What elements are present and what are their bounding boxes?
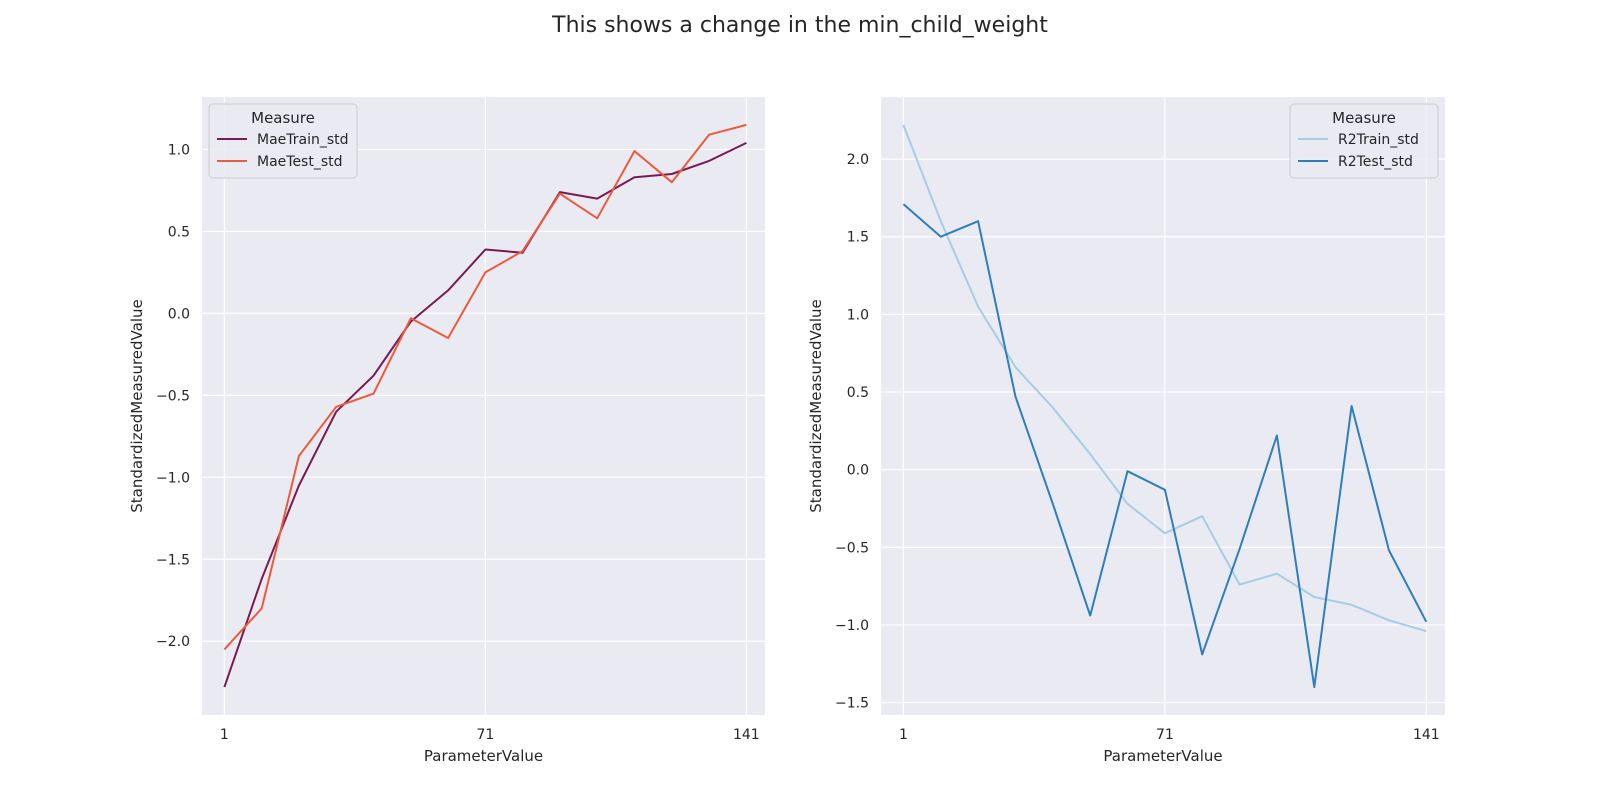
right-y-tick-label: 0.0 <box>847 463 869 479</box>
left-series-line-0 <box>223 141 747 688</box>
right-legend: Measure R2Train_std R2Test_std <box>1289 103 1439 179</box>
left-x-tick-label: 141 <box>733 727 760 743</box>
left-y-tick-label: 0.0 <box>168 306 190 322</box>
left-y-tick-label: 0.5 <box>168 224 190 240</box>
right-x-tick-label: 71 <box>1156 727 1174 743</box>
right-y-tick-label: 1.5 <box>847 230 869 246</box>
right-legend-entry: R2Train_std <box>1338 132 1419 148</box>
left-legend-title: Measure <box>251 109 315 127</box>
left-y-tick-label: −0.5 <box>156 388 190 404</box>
right-x-axis-label: ParameterValue <box>1103 747 1222 765</box>
right-series-line-1 <box>902 203 1428 689</box>
left-y-tick-label: −1.5 <box>156 552 190 568</box>
right-y-tick-label: −1.0 <box>835 618 869 634</box>
left-legend-entry: MaeTrain_std <box>257 132 349 148</box>
left-legend-entry: MaeTest_std <box>257 154 343 170</box>
left-x-tick-label: 1 <box>220 727 229 743</box>
right-x-tick-label: 141 <box>1413 727 1440 743</box>
right-y-tick-label: 1.0 <box>847 307 869 323</box>
right-y-tick-label: 0.5 <box>847 385 869 401</box>
left-chart-panel: −2.0 −1.5 −1.0 −0.5 0.0 0.5 1.0 1 71 141 Parameter… <box>128 97 765 765</box>
left-legend-box <box>208 103 358 179</box>
right-legend-entry: R2Test_std <box>1338 154 1413 170</box>
left-y-tick-label: −2.0 <box>156 634 190 650</box>
left-y-axis-label: StandardizedMeasuredValue <box>128 299 146 513</box>
right-legend-title: Measure <box>1332 109 1396 127</box>
left-legend: Measure MaeTrain_std MaeTest_std <box>208 103 358 179</box>
left-x-tick-label: 71 <box>476 727 494 743</box>
right-plot-area <box>881 97 1445 715</box>
right-x-tick-label: 1 <box>899 727 908 743</box>
left-y-tick-label: 1.0 <box>168 142 190 158</box>
right-y-tick-label: −1.5 <box>835 696 869 712</box>
left-y-tick-label: −1.0 <box>156 470 190 486</box>
right-legend-box <box>1289 103 1439 179</box>
left-plot-area <box>202 97 765 715</box>
right-chart-panel: −1.5 −1.0 −0.5 0.0 0.5 1.0 1.5 2.0 1 71 141 Paramet… <box>807 97 1445 765</box>
left-x-axis-label: ParameterValue <box>424 747 543 765</box>
right-y-tick-label: 2.0 <box>847 152 869 168</box>
left-series-line-1 <box>223 123 747 651</box>
right-series-line-0 <box>902 124 1427 633</box>
figure-title: This shows a change in the min_child_wei… <box>551 13 1048 38</box>
right-y-axis-label: StandardizedMeasuredValue <box>807 299 825 513</box>
right-y-tick-label: −0.5 <box>835 540 869 556</box>
